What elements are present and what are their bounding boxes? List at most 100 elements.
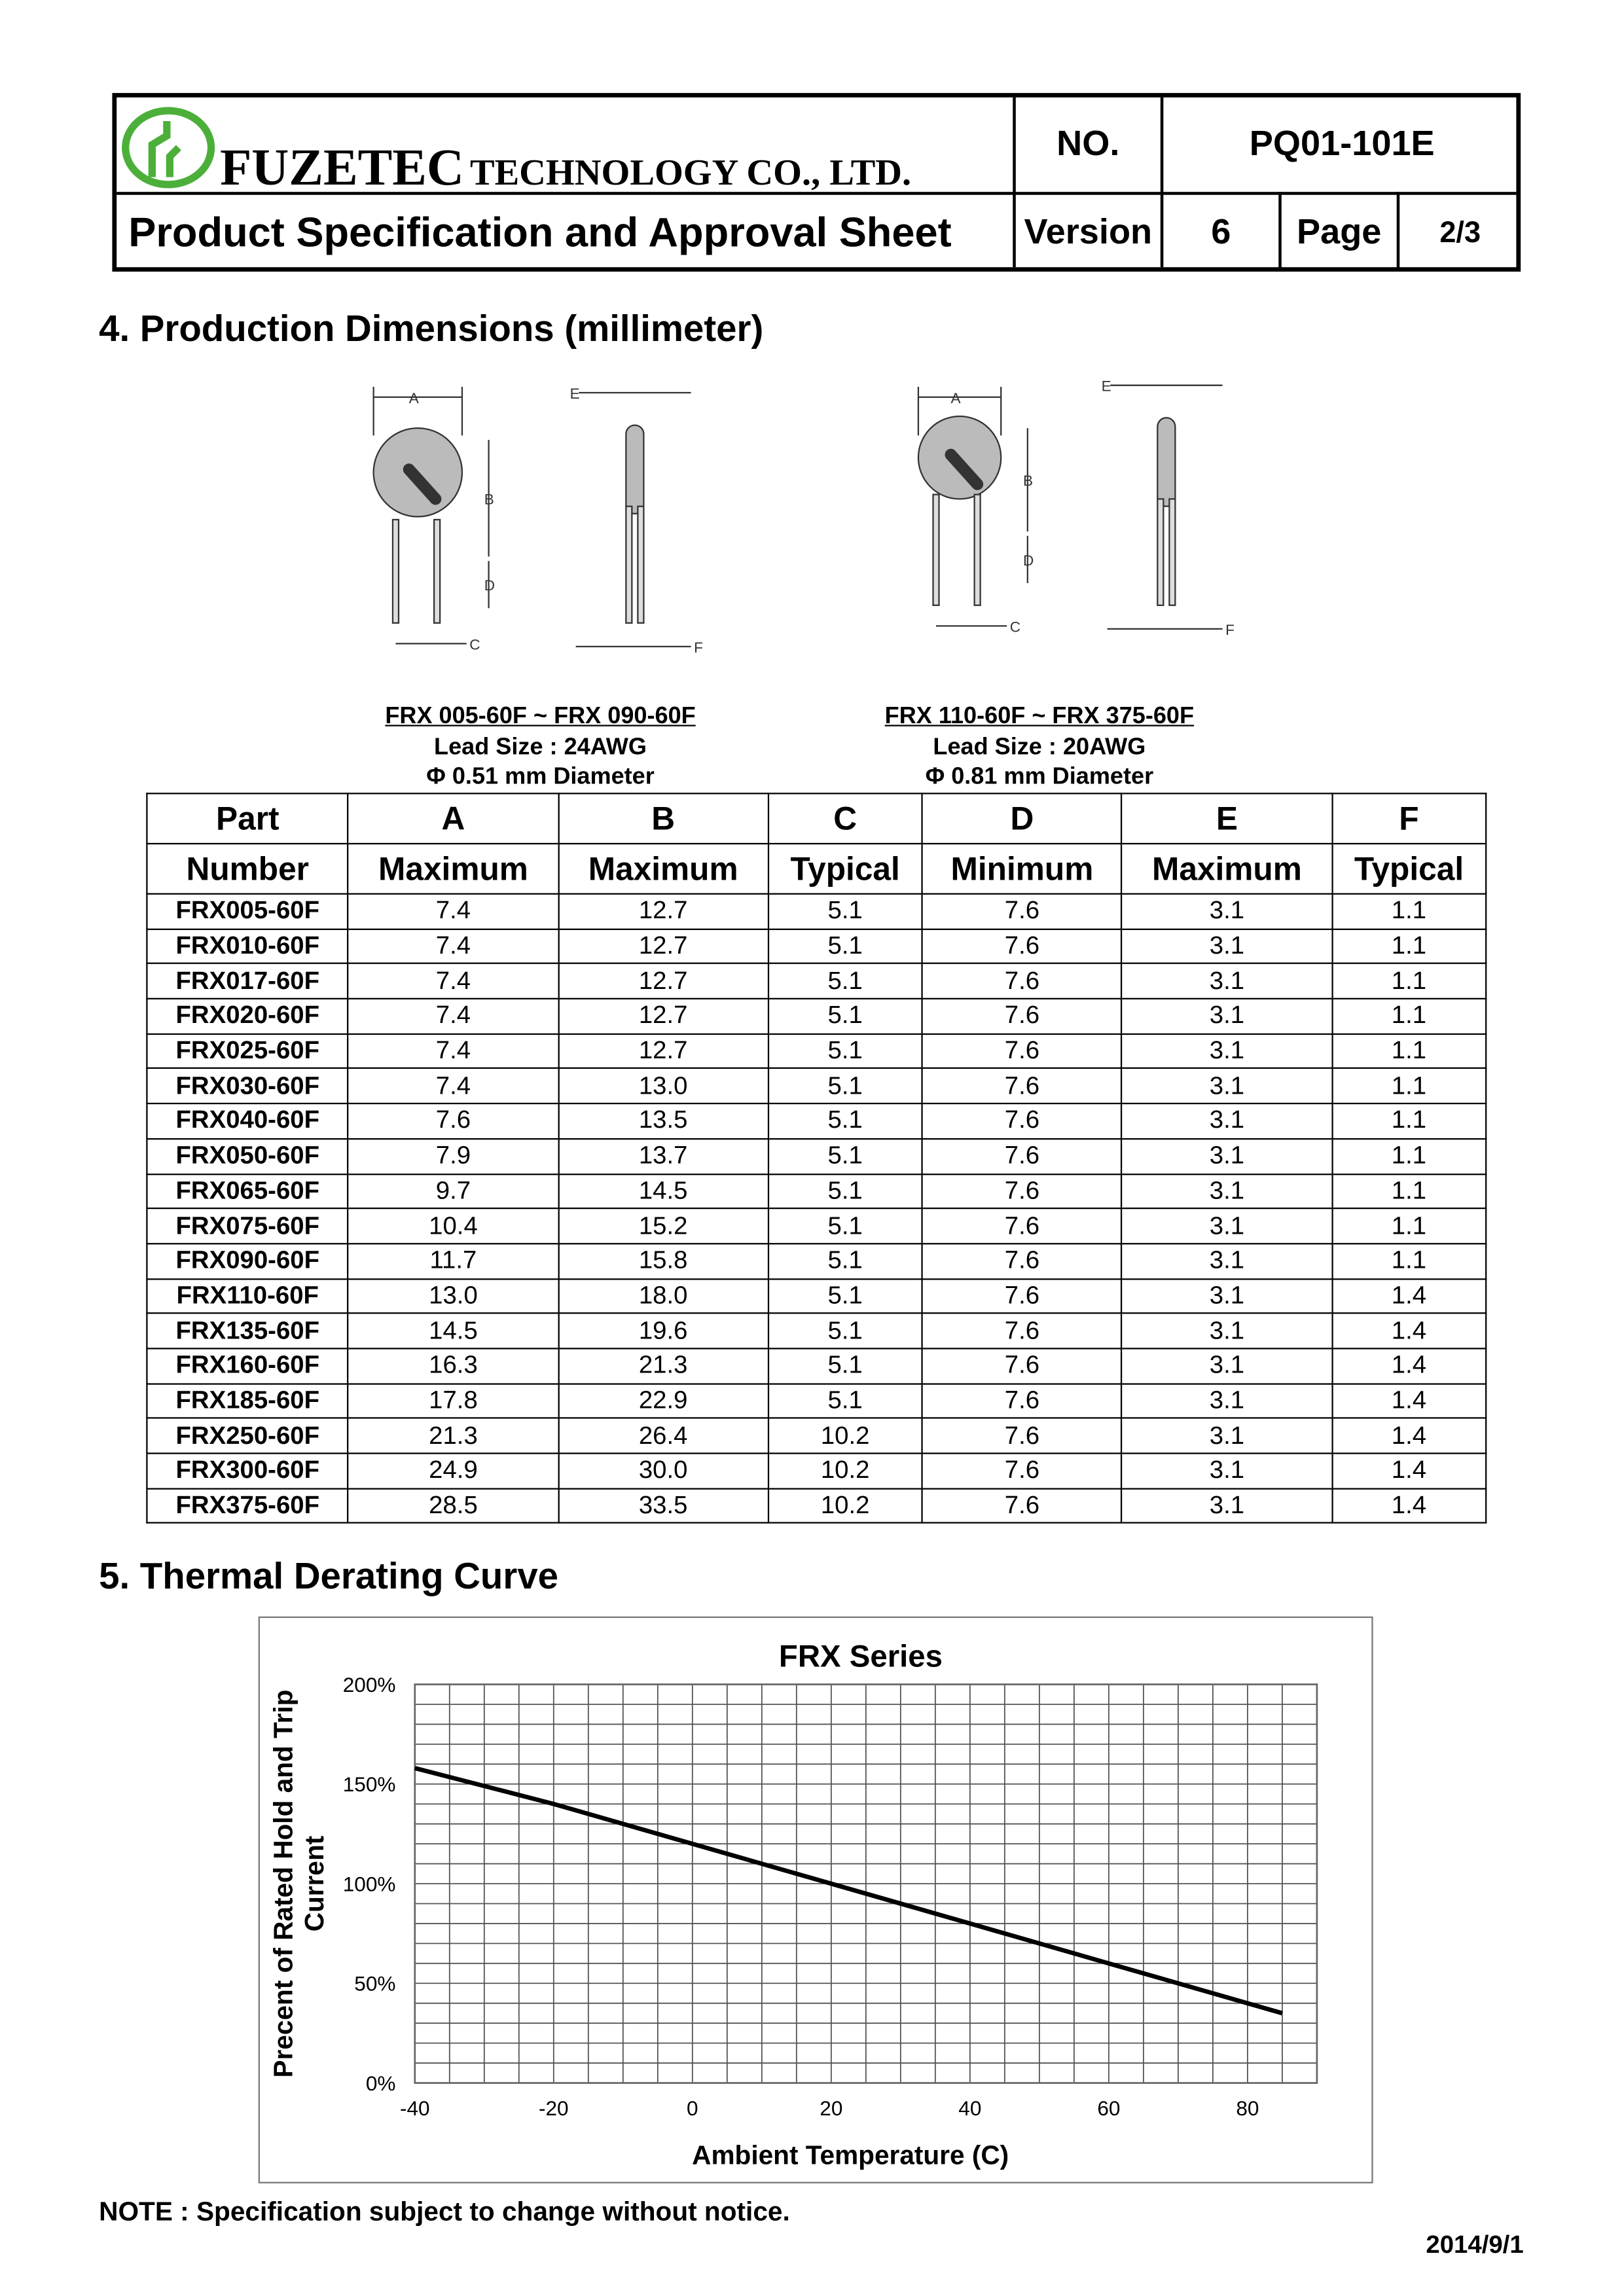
section4-title: 4. Production Dimensions (millimeter): [99, 308, 764, 350]
part-number-cell: FRX020-60F: [146, 997, 350, 1035]
table-cell: 7.4: [347, 963, 559, 1000]
col-header-top: E: [1121, 793, 1333, 845]
lead-wire: [433, 518, 441, 624]
table-cell: 3.1: [1121, 1417, 1333, 1454]
table-cell: 7.6: [921, 1278, 1123, 1314]
table-row: FRX090-60F 11.7 15.8 5.1 7.6 3.1 1.1: [146, 1242, 1487, 1280]
y-axis-label-line2: Current: [299, 1835, 329, 1931]
table-cell: 7.6: [921, 1138, 1123, 1175]
table-cell: 5.1: [767, 1348, 923, 1384]
doc-title: Product Specification and Approval Sheet: [128, 209, 952, 256]
col-header-top: C: [767, 793, 923, 845]
table-cell: 7.4: [347, 928, 559, 965]
dimension-label: F: [694, 639, 703, 656]
y-tick-label: 100%: [343, 1872, 396, 1895]
table-cell: 7.6: [921, 1033, 1123, 1069]
dimension-label: F: [1225, 622, 1235, 638]
table-cell: 3.1: [1121, 928, 1333, 965]
chart-title: FRX Series: [779, 1639, 943, 1674]
table-cell: 1.4: [1331, 1348, 1487, 1384]
table-cell: 3.1: [1121, 1312, 1333, 1350]
part-number-cell: FRX160-60F: [146, 1348, 350, 1384]
table-row: FRX040-60F 7.6 13.5 5.1 7.6 3.1 1.1: [146, 1103, 1487, 1139]
table-cell: 3.1: [1121, 893, 1333, 930]
table-cell: 12.7: [557, 928, 769, 965]
table-cell: 7.6: [921, 1242, 1123, 1280]
table-cell: 5.1: [767, 1242, 923, 1280]
x-tick-label: -20: [539, 2096, 569, 2120]
part-number-cell: FRX017-60F: [146, 963, 350, 1000]
table-cell: 7.6: [921, 1382, 1123, 1420]
table-cell: 1.1: [1331, 1242, 1487, 1280]
derating-chart: -40 -20 0 20 40 60 80 0% 50% 100% 150% 200% FRX Seri…: [268, 1639, 1318, 2170]
lead-wire: [1168, 498, 1176, 606]
table-cell: 5.1: [767, 1278, 923, 1314]
no-value: PQ01-101E: [1249, 124, 1435, 164]
table-cell: 7.6: [921, 1312, 1123, 1350]
lead-wire: [391, 518, 400, 624]
col-header-top: Part: [146, 793, 350, 845]
table-cell: 14.5: [557, 1173, 769, 1210]
footer-date: 2014/9/1: [1426, 2231, 1524, 2259]
table-cell: 13.0: [347, 1278, 559, 1314]
lead-bend: [945, 448, 984, 490]
table-cell: 5.1: [767, 1382, 923, 1420]
table-cell: 3.1: [1121, 1348, 1333, 1384]
no-label: NO.: [1056, 124, 1120, 164]
table-cell: 7.6: [921, 1452, 1123, 1490]
table-cell: 3.1: [1121, 1138, 1333, 1175]
table-cell: 1.1: [1331, 1033, 1487, 1069]
y-tick-label: 0%: [366, 2072, 396, 2095]
table-cell: 12.7: [557, 997, 769, 1035]
footer-note: NOTE : Specification subject to change w…: [99, 2197, 790, 2227]
table-cell: 5.1: [767, 997, 923, 1035]
part-number-cell: FRX135-60F: [146, 1312, 350, 1350]
plot-area: [414, 1683, 1318, 2084]
dimension-label: A: [951, 390, 961, 406]
table-cell: 7.4: [347, 1067, 559, 1105]
x-tick-label: 40: [958, 2096, 981, 2120]
table-cell: 3.1: [1121, 963, 1333, 1000]
col-header-top: D: [921, 793, 1123, 845]
company-main: FUZETEC: [220, 139, 464, 196]
part-number-cell: FRX110-60F: [146, 1278, 350, 1314]
table-cell: 7.6: [921, 1417, 1123, 1454]
table-cell: 3.1: [1121, 1103, 1333, 1139]
y-tick-label: 200%: [343, 1673, 396, 1696]
version-label: Version: [1024, 212, 1153, 253]
table-cell: 1.4: [1331, 1382, 1487, 1420]
table-cell: 3.1: [1121, 1278, 1333, 1314]
table-row: FRX110-60F 13.0 18.0 5.1 7.6 3.1 1.4: [146, 1278, 1487, 1314]
table-cell: 5.1: [767, 1033, 923, 1069]
group-range: FRX 110-60F ~ FRX 375-60F: [884, 704, 1195, 730]
header-row-bottom: Number Maximum Maximum Typical Minimum Maximu…: [146, 842, 1487, 895]
dimension-label: E: [570, 386, 580, 402]
table-cell: 3.1: [1121, 1382, 1333, 1420]
dimension-label: D: [1023, 552, 1034, 569]
table-cell: 7.4: [347, 997, 559, 1035]
table-cell: 10.2: [767, 1487, 923, 1524]
part-number-cell: FRX250-60F: [146, 1417, 350, 1454]
table-cell: 1.4: [1331, 1417, 1487, 1454]
part-number-cell: FRX065-60F: [146, 1173, 350, 1210]
header-row-top: Part A B C D E F: [146, 793, 1487, 845]
table-cell: 13.0: [557, 1067, 769, 1105]
dimension-label: C: [469, 636, 480, 653]
table-cell: 1.1: [1331, 1208, 1487, 1245]
table-row: FRX250-60F 21.3 26.4 10.2 7.6 3.1 1.4: [146, 1417, 1487, 1454]
table-cell: 19.6: [557, 1312, 769, 1350]
table-row: FRX185-60F 17.8 22.9 5.1 7.6 3.1 1.4: [146, 1382, 1487, 1420]
company-name: FUZETEC TECHNOLOGY CO., LTD.: [220, 139, 911, 198]
table-cell: 3.1: [1121, 1067, 1333, 1105]
table-cell: 28.5: [347, 1487, 559, 1524]
table-cell: 7.6: [921, 997, 1123, 1035]
part-number-cell: FRX300-60F: [146, 1452, 350, 1490]
table-cell: 10.2: [767, 1417, 923, 1454]
table-cell: 7.6: [921, 928, 1123, 965]
table-row: FRX160-60F 16.3 21.3 5.1 7.6 3.1 1.4: [146, 1348, 1487, 1384]
lead-wire: [1157, 498, 1164, 606]
dimension-label: A: [409, 390, 419, 406]
table-cell: 1.4: [1331, 1278, 1487, 1314]
x-tick-label: -40: [400, 2096, 430, 2120]
